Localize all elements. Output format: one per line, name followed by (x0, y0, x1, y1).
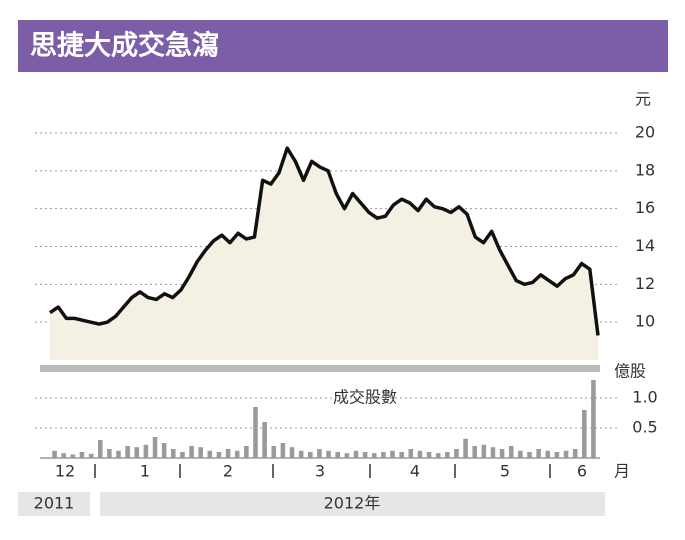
volume-bar (481, 444, 487, 458)
volume-bar (143, 444, 149, 458)
volume-bar (499, 449, 505, 458)
y-tick-label: 20 (635, 123, 655, 142)
volume-unit: 億股 (614, 362, 646, 381)
volume-bar (527, 452, 532, 458)
y-tick-label: 16 (635, 198, 655, 217)
area (50, 148, 598, 360)
volume-bar (399, 452, 404, 458)
volume-bar (572, 449, 578, 458)
year-box (100, 492, 605, 516)
year-label: 2011 (34, 494, 75, 513)
volume-bar (490, 447, 496, 458)
volume-bar (371, 453, 377, 458)
y-tick-label: 18 (635, 160, 655, 179)
volume-bar (253, 407, 258, 458)
volume-bar (280, 443, 286, 458)
y-tick-label: 1.0 (632, 388, 657, 407)
volume-bar (518, 450, 523, 458)
y-tick-label: 14 (635, 236, 655, 255)
volume-bar (563, 450, 569, 458)
volume-bar (207, 450, 213, 458)
volume-bar (271, 446, 277, 458)
volume-bar (362, 452, 368, 458)
volume-bar (216, 452, 222, 458)
volume-bar (70, 454, 76, 458)
volume-title: 成交股數 (333, 388, 397, 407)
volume-bar (171, 449, 176, 458)
volume-bar (435, 453, 441, 458)
volume-bar (225, 449, 231, 458)
month-label: 5 (500, 462, 510, 481)
month-label: 3 (315, 462, 325, 481)
month-label: 6 (577, 462, 587, 481)
volume-bar (52, 450, 57, 458)
volume-bar (116, 450, 121, 458)
volume-bar (262, 422, 267, 458)
volume-bar (97, 440, 103, 458)
volume-bar (545, 450, 551, 458)
volume-bar (417, 450, 423, 458)
year-box (18, 492, 90, 516)
volume-bar (161, 443, 167, 458)
volume-bar (308, 452, 313, 458)
price-unit: 元 (635, 90, 651, 109)
price-line (49, 146, 600, 336)
volume-bar (198, 447, 203, 458)
volume-bar (381, 452, 386, 458)
y-tick-label: 12 (635, 274, 655, 293)
volume-bar (591, 380, 596, 458)
volume-bar (134, 447, 140, 458)
month-unit: 月 (614, 462, 630, 481)
volume-bar (88, 453, 94, 458)
volume-bar (244, 446, 249, 458)
month-label: 12 (55, 462, 75, 481)
volume-bar (180, 452, 185, 458)
volume-bar (472, 446, 477, 458)
month-label: 4 (410, 462, 420, 481)
volume-bar (508, 446, 514, 458)
volume-bar (317, 449, 322, 458)
volume-bar (353, 450, 359, 458)
volume-bar (445, 452, 450, 458)
chart-title: 思捷大成交急瀉 (30, 30, 219, 62)
volume-bar (335, 452, 340, 458)
volume-bar (463, 438, 468, 458)
volume-bar (454, 449, 459, 458)
year-label: 2012年 (324, 494, 381, 513)
volume-bar (536, 449, 541, 458)
volume-bar (344, 453, 350, 458)
y-tick-label: 0.5 (632, 418, 657, 437)
volume-bar (298, 450, 304, 458)
volume-bar (189, 446, 194, 458)
volume-bar (61, 453, 66, 458)
volume-bar (326, 450, 331, 458)
volume-bar (554, 452, 560, 458)
month-label: 2 (223, 462, 233, 481)
month-label: 1 (140, 462, 150, 481)
title-bar (18, 20, 668, 72)
volume-bar (152, 437, 158, 458)
volume-bar (426, 452, 432, 458)
volume-bar (582, 410, 587, 458)
y-tick-label: 10 (635, 312, 655, 331)
volume-bar (125, 446, 130, 458)
volume-bar (234, 450, 240, 458)
volume-bar (289, 447, 295, 458)
divider (40, 365, 600, 372)
volume-bar (79, 452, 85, 458)
volume-bar (107, 449, 112, 458)
volume-bar (390, 450, 395, 458)
volume-bar (408, 449, 414, 458)
